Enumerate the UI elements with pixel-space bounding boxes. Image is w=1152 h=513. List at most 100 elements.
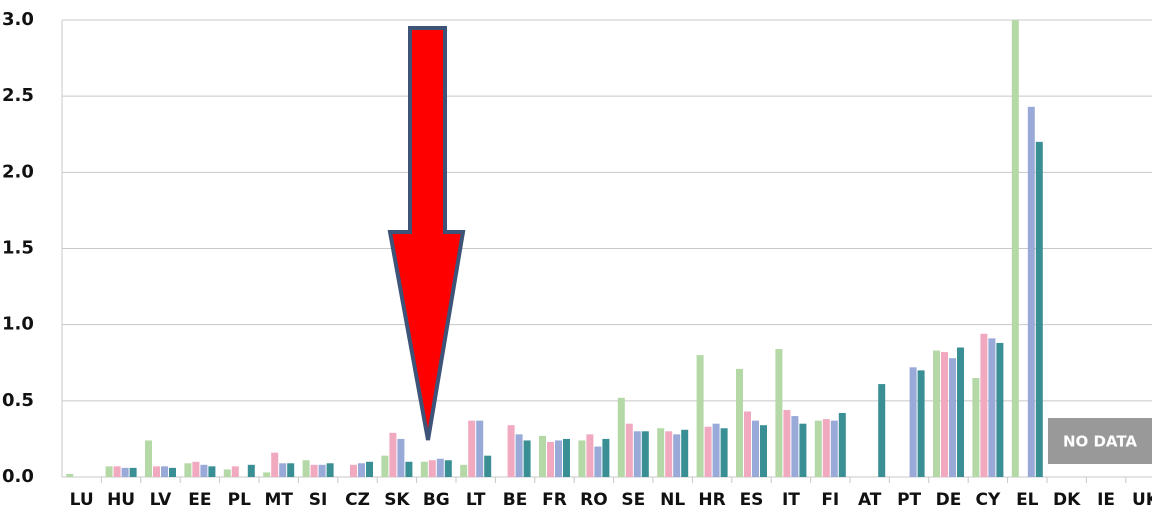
x-tick-label: RO [580,490,608,510]
x-tick-label: LT [466,490,486,510]
bar [428,460,436,477]
bar [949,358,956,477]
bar [436,458,444,477]
bar [468,420,476,477]
y-tick-label: 2.5 [2,85,34,106]
annotation: NO DATA [1063,433,1137,451]
bar [192,461,200,477]
bar [878,384,886,477]
bar [1011,20,1019,477]
bar [208,466,216,477]
x-tick-label: IE [1097,490,1115,510]
x-tick-label: ES [740,490,764,510]
bar [752,420,759,477]
y-tick-label: 1.5 [2,238,34,259]
bar [350,464,357,477]
bar [909,367,917,477]
x-tick-label: CY [976,490,1001,510]
bar [822,419,830,477]
x-tick-label: PL [228,490,251,510]
bar [389,432,397,477]
x-tick-label: PT [897,490,921,510]
bar [405,461,413,477]
bar [617,397,625,477]
bar [972,377,980,477]
bar [444,460,452,477]
bar [397,438,405,477]
bar [263,472,271,477]
x-tick-label: UK [1132,490,1152,510]
bar [476,420,484,477]
x-tick-label: MT [264,490,293,510]
x-tick-label: SK [384,490,410,510]
bar [358,463,365,477]
bar [933,350,940,477]
x-tick-label: HR [698,490,725,510]
y-tick-label: 1.0 [2,314,34,335]
bar [673,434,681,477]
bar [980,333,988,477]
bar [231,466,239,477]
bar [555,440,562,477]
bar [602,438,610,477]
x-tick-label: DE [936,490,962,510]
bar [66,473,74,477]
bar [578,440,586,477]
bar [153,466,160,477]
bar [917,370,925,477]
bar [641,431,649,477]
bar [665,431,673,477]
bar [161,466,168,477]
y-tick-label: 3.0 [2,9,34,30]
y-tick-label: 0.0 [2,466,34,487]
bar [744,411,751,477]
bar [586,434,594,477]
x-tick-label: FI [821,490,839,510]
bar [775,349,783,477]
x-tick-label: HU [107,490,135,510]
x-tick-label: EE [188,490,211,510]
bar [121,467,129,477]
bar [484,455,492,477]
bar [625,423,633,477]
bar [1035,141,1043,477]
bar [200,464,208,477]
bar [539,435,546,477]
bar [838,413,846,477]
bar [271,452,279,477]
bar [302,460,310,477]
bar [547,441,554,477]
bar [460,464,468,477]
bar [830,420,838,477]
bar [712,423,720,477]
bar [420,461,428,477]
y-tick-label: 0.5 [2,390,34,411]
x-tick-label: LV [150,490,172,510]
bar [760,425,767,477]
bar [113,466,121,477]
bar [184,463,192,477]
bar [736,368,743,477]
x-tick-label: CZ [345,490,370,510]
x-tick-label: SE [621,490,645,510]
x-tick-label: IT [782,490,800,510]
bar [657,428,665,477]
bar [145,440,152,477]
bar [523,440,531,477]
bar [594,446,602,477]
bar [704,426,712,477]
x-tick-label: BE [503,490,528,510]
bar [507,425,515,477]
bar [1027,106,1035,477]
arrow [387,26,466,441]
bar [720,428,728,477]
bar [633,431,641,477]
x-tick-label: NL [660,490,685,510]
bar [957,347,964,477]
x-tick-label: FR [542,490,567,510]
bar [381,455,389,477]
bar [696,355,704,477]
bar [814,420,822,477]
x-tick-label: DK [1053,490,1081,510]
bar [318,464,326,477]
